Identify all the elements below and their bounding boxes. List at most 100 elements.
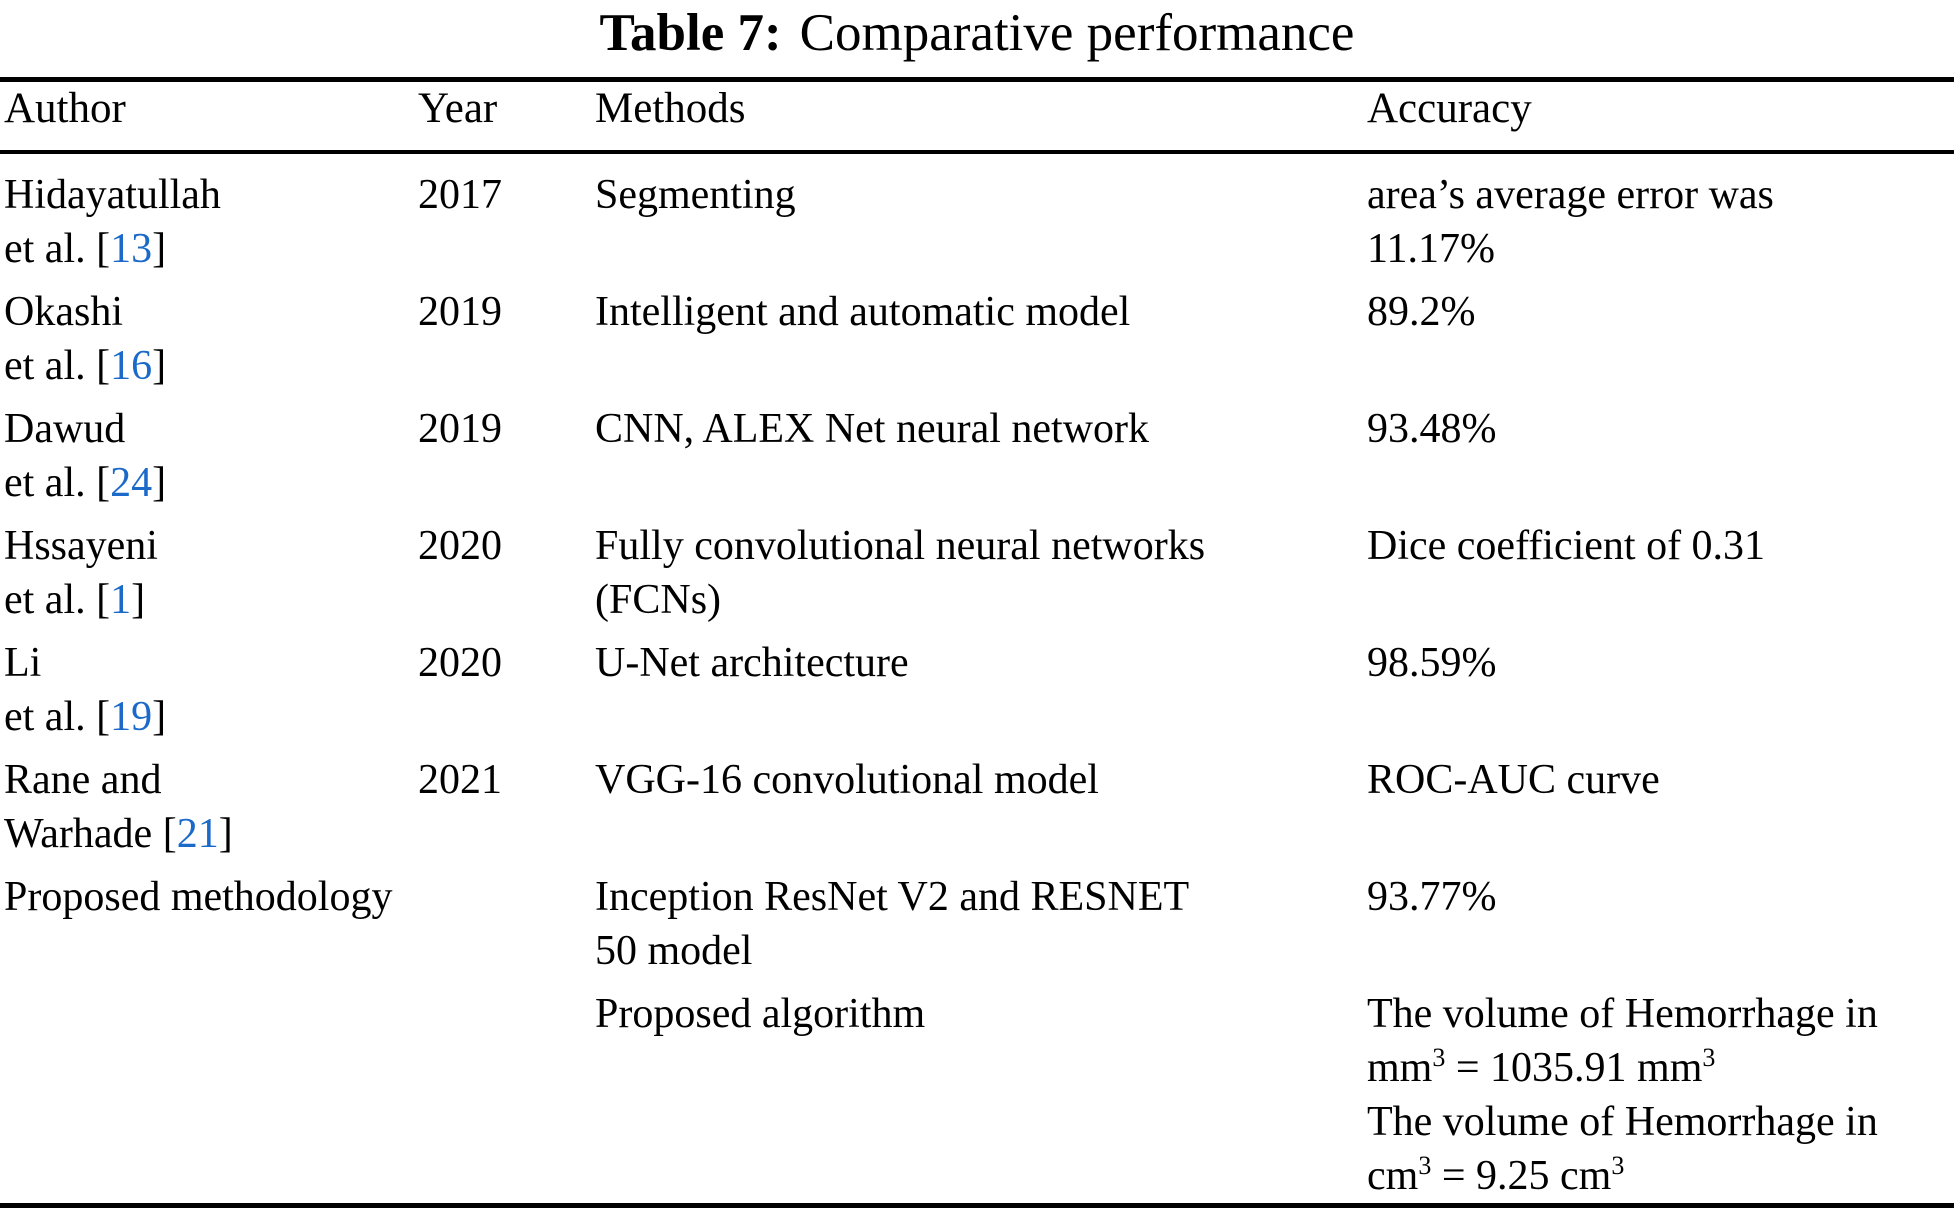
cell-methods: Inception ResNet V2 and RESNET 50 model xyxy=(595,861,1367,978)
cell-line: The volume of Hemorrhage in xyxy=(1367,991,1878,1037)
cell-author: Okashi et al. [16] xyxy=(0,276,418,393)
cell-methods: Intelligent and automatic model xyxy=(595,276,1367,393)
cell-line: 98.59% xyxy=(1367,640,1497,686)
cell-line: Hidayatullah xyxy=(4,172,221,218)
superscript: 3 xyxy=(1432,1043,1446,1072)
table-row: Dawud et al. [24] 2019 CNN, ALEX Net neural… xyxy=(0,393,1954,510)
cell-line: The volume of Hemorrhage in xyxy=(1367,1099,1878,1145)
citation-link[interactable]: 19 xyxy=(110,694,153,740)
cell-line: Proposed algorithm xyxy=(595,991,926,1037)
cell-accuracy: 89.2% xyxy=(1367,276,1954,393)
cell-author: Hidayatullah et al. [13] xyxy=(0,152,418,276)
column-header-author: Author xyxy=(4,85,126,132)
cell-line: mm3 = 1035.91 mm3 xyxy=(1367,1043,1716,1092)
cell-line: Inception ResNet V2 and RESNET xyxy=(595,874,1190,920)
cell-line: area’s average error was xyxy=(1367,172,1774,218)
cell-line: Warhade [21] xyxy=(4,811,233,857)
cell-line: 2019 xyxy=(418,289,502,335)
cell-line: Okashi xyxy=(4,289,123,335)
column-header-year: Year xyxy=(418,85,498,132)
cell-author: Dawud et al. [24] xyxy=(0,393,418,510)
cell-methods: Proposed algorithm xyxy=(595,978,1367,1206)
superscript: 3 xyxy=(1702,1043,1716,1072)
cell-accuracy: The volume of Hemorrhage in mm3 = 1035.91… xyxy=(1367,978,1954,1206)
table-caption: Table 7: Comparative performance xyxy=(0,0,1954,62)
cell-line: et al. [13] xyxy=(4,226,167,272)
citation-link[interactable]: 16 xyxy=(110,343,153,389)
column-header-methods: Methods xyxy=(595,85,746,132)
cell-methods: Fully convolutional neural networks (FCNs… xyxy=(595,510,1367,627)
cell-author: Rane and Warhade [21] xyxy=(0,744,418,861)
cell-line: Hssayeni xyxy=(4,523,158,569)
cell-line: Fully convolutional neural networks xyxy=(595,523,1206,569)
cell-line: CNN, ALEX Net neural network xyxy=(595,406,1150,452)
table-row: Proposed algorithm The volume of Hemorrha… xyxy=(0,978,1954,1206)
cell-year: 2019 xyxy=(418,393,595,510)
citation-link[interactable]: 1 xyxy=(110,577,132,623)
cell-line: U-Net architecture xyxy=(595,640,909,686)
table-caption-label: Table 7: xyxy=(599,4,782,62)
cell-line: ROC-AUC curve xyxy=(1367,757,1660,803)
cell-accuracy: area’s average error was 11.17% xyxy=(1367,152,1954,276)
cell-accuracy: ROC-AUC curve xyxy=(1367,744,1954,861)
table-row: Proposed methodology Inception ResNet V2 … xyxy=(0,861,1954,978)
cell-line: cm3 = 9.25 cm3 xyxy=(1367,1151,1625,1200)
table-row: Hssayeni et al. [1] 2020 Fully convolutiona… xyxy=(0,510,1954,627)
cell-line: 89.2% xyxy=(1367,289,1476,335)
cell-line: et al. [19] xyxy=(4,694,167,740)
cell-line: et al. [16] xyxy=(4,343,167,389)
cell-methods: CNN, ALEX Net neural network xyxy=(595,393,1367,510)
cell-line: VGG-16 convolutional model xyxy=(595,757,1099,803)
column-header-accuracy: Accuracy xyxy=(1367,85,1532,132)
citation-link[interactable]: 21 xyxy=(176,811,219,857)
citation-link[interactable]: 13 xyxy=(110,226,153,272)
table-caption-text: Comparative performance xyxy=(799,4,1355,62)
cell-methods: U-Net architecture xyxy=(595,627,1367,744)
cell-line: 2020 xyxy=(418,523,502,569)
cell-methods: Segmenting xyxy=(595,152,1367,276)
cell-author: Proposed methodology xyxy=(0,861,595,978)
cell-year: 2020 xyxy=(418,627,595,744)
cell-accuracy: 93.77% xyxy=(1367,861,1954,978)
table-row: Okashi et al. [16] 2019 Intelligent and aut… xyxy=(0,276,1954,393)
table-row: Rane and Warhade [21] 2021 VGG-16 convoluti… xyxy=(0,744,1954,861)
table-row: Li et al. [19] 2020 U-Net architecture 98.59… xyxy=(0,627,1954,744)
table-body: Hidayatullah et al. [13] 2017 Segmenting are… xyxy=(0,152,1954,1206)
cell-line: et al. [24] xyxy=(4,460,167,506)
cell-line: Proposed methodology xyxy=(4,874,393,920)
cell-line: 11.17% xyxy=(1367,226,1495,272)
citation-link[interactable]: 24 xyxy=(110,460,153,506)
cell-year: 2017 xyxy=(418,152,595,276)
cell-line: Dice coefficient of 0.31 xyxy=(1367,523,1766,569)
superscript: 3 xyxy=(1418,1151,1432,1180)
cell-line: Intelligent and automatic model xyxy=(595,289,1131,335)
cell-line: 93.48% xyxy=(1367,406,1497,452)
cell-accuracy: Dice coefficient of 0.31 xyxy=(1367,510,1954,627)
cell-year: 2020 xyxy=(418,510,595,627)
cell-line: Rane and xyxy=(4,757,162,803)
table-header: Author Year Methods Accuracy xyxy=(0,80,1954,152)
superscript: 3 xyxy=(1611,1151,1625,1180)
cell-line: Segmenting xyxy=(595,172,796,218)
cell-author: Hssayeni et al. [1] xyxy=(0,510,418,627)
cell-accuracy: 93.48% xyxy=(1367,393,1954,510)
cell-year: 2019 xyxy=(418,276,595,393)
header-row: Author Year Methods Accuracy xyxy=(0,80,1954,152)
cell-line: 50 model xyxy=(595,928,753,974)
table-row: Hidayatullah et al. [13] 2017 Segmenting are… xyxy=(0,152,1954,276)
cell-line: 2020 xyxy=(418,640,502,686)
cell-methods: VGG-16 convolutional model xyxy=(595,744,1367,861)
cell-line: 2017 xyxy=(418,172,502,218)
comparative-performance-table: Author Year Methods Accuracy Hidayatulla… xyxy=(0,77,1954,1208)
cell-line: 2019 xyxy=(418,406,502,452)
cell-line: et al. [1] xyxy=(4,577,146,623)
cell-year: 2021 xyxy=(418,744,595,861)
cell-author xyxy=(0,978,595,1206)
cell-author: Li et al. [19] xyxy=(0,627,418,744)
cell-line: 93.77% xyxy=(1367,874,1497,920)
cell-line: 2021 xyxy=(418,757,502,803)
cell-line: Li xyxy=(4,640,42,686)
cell-line: (FCNs) xyxy=(595,577,722,623)
cell-line: Dawud xyxy=(4,406,126,452)
cell-accuracy: 98.59% xyxy=(1367,627,1954,744)
